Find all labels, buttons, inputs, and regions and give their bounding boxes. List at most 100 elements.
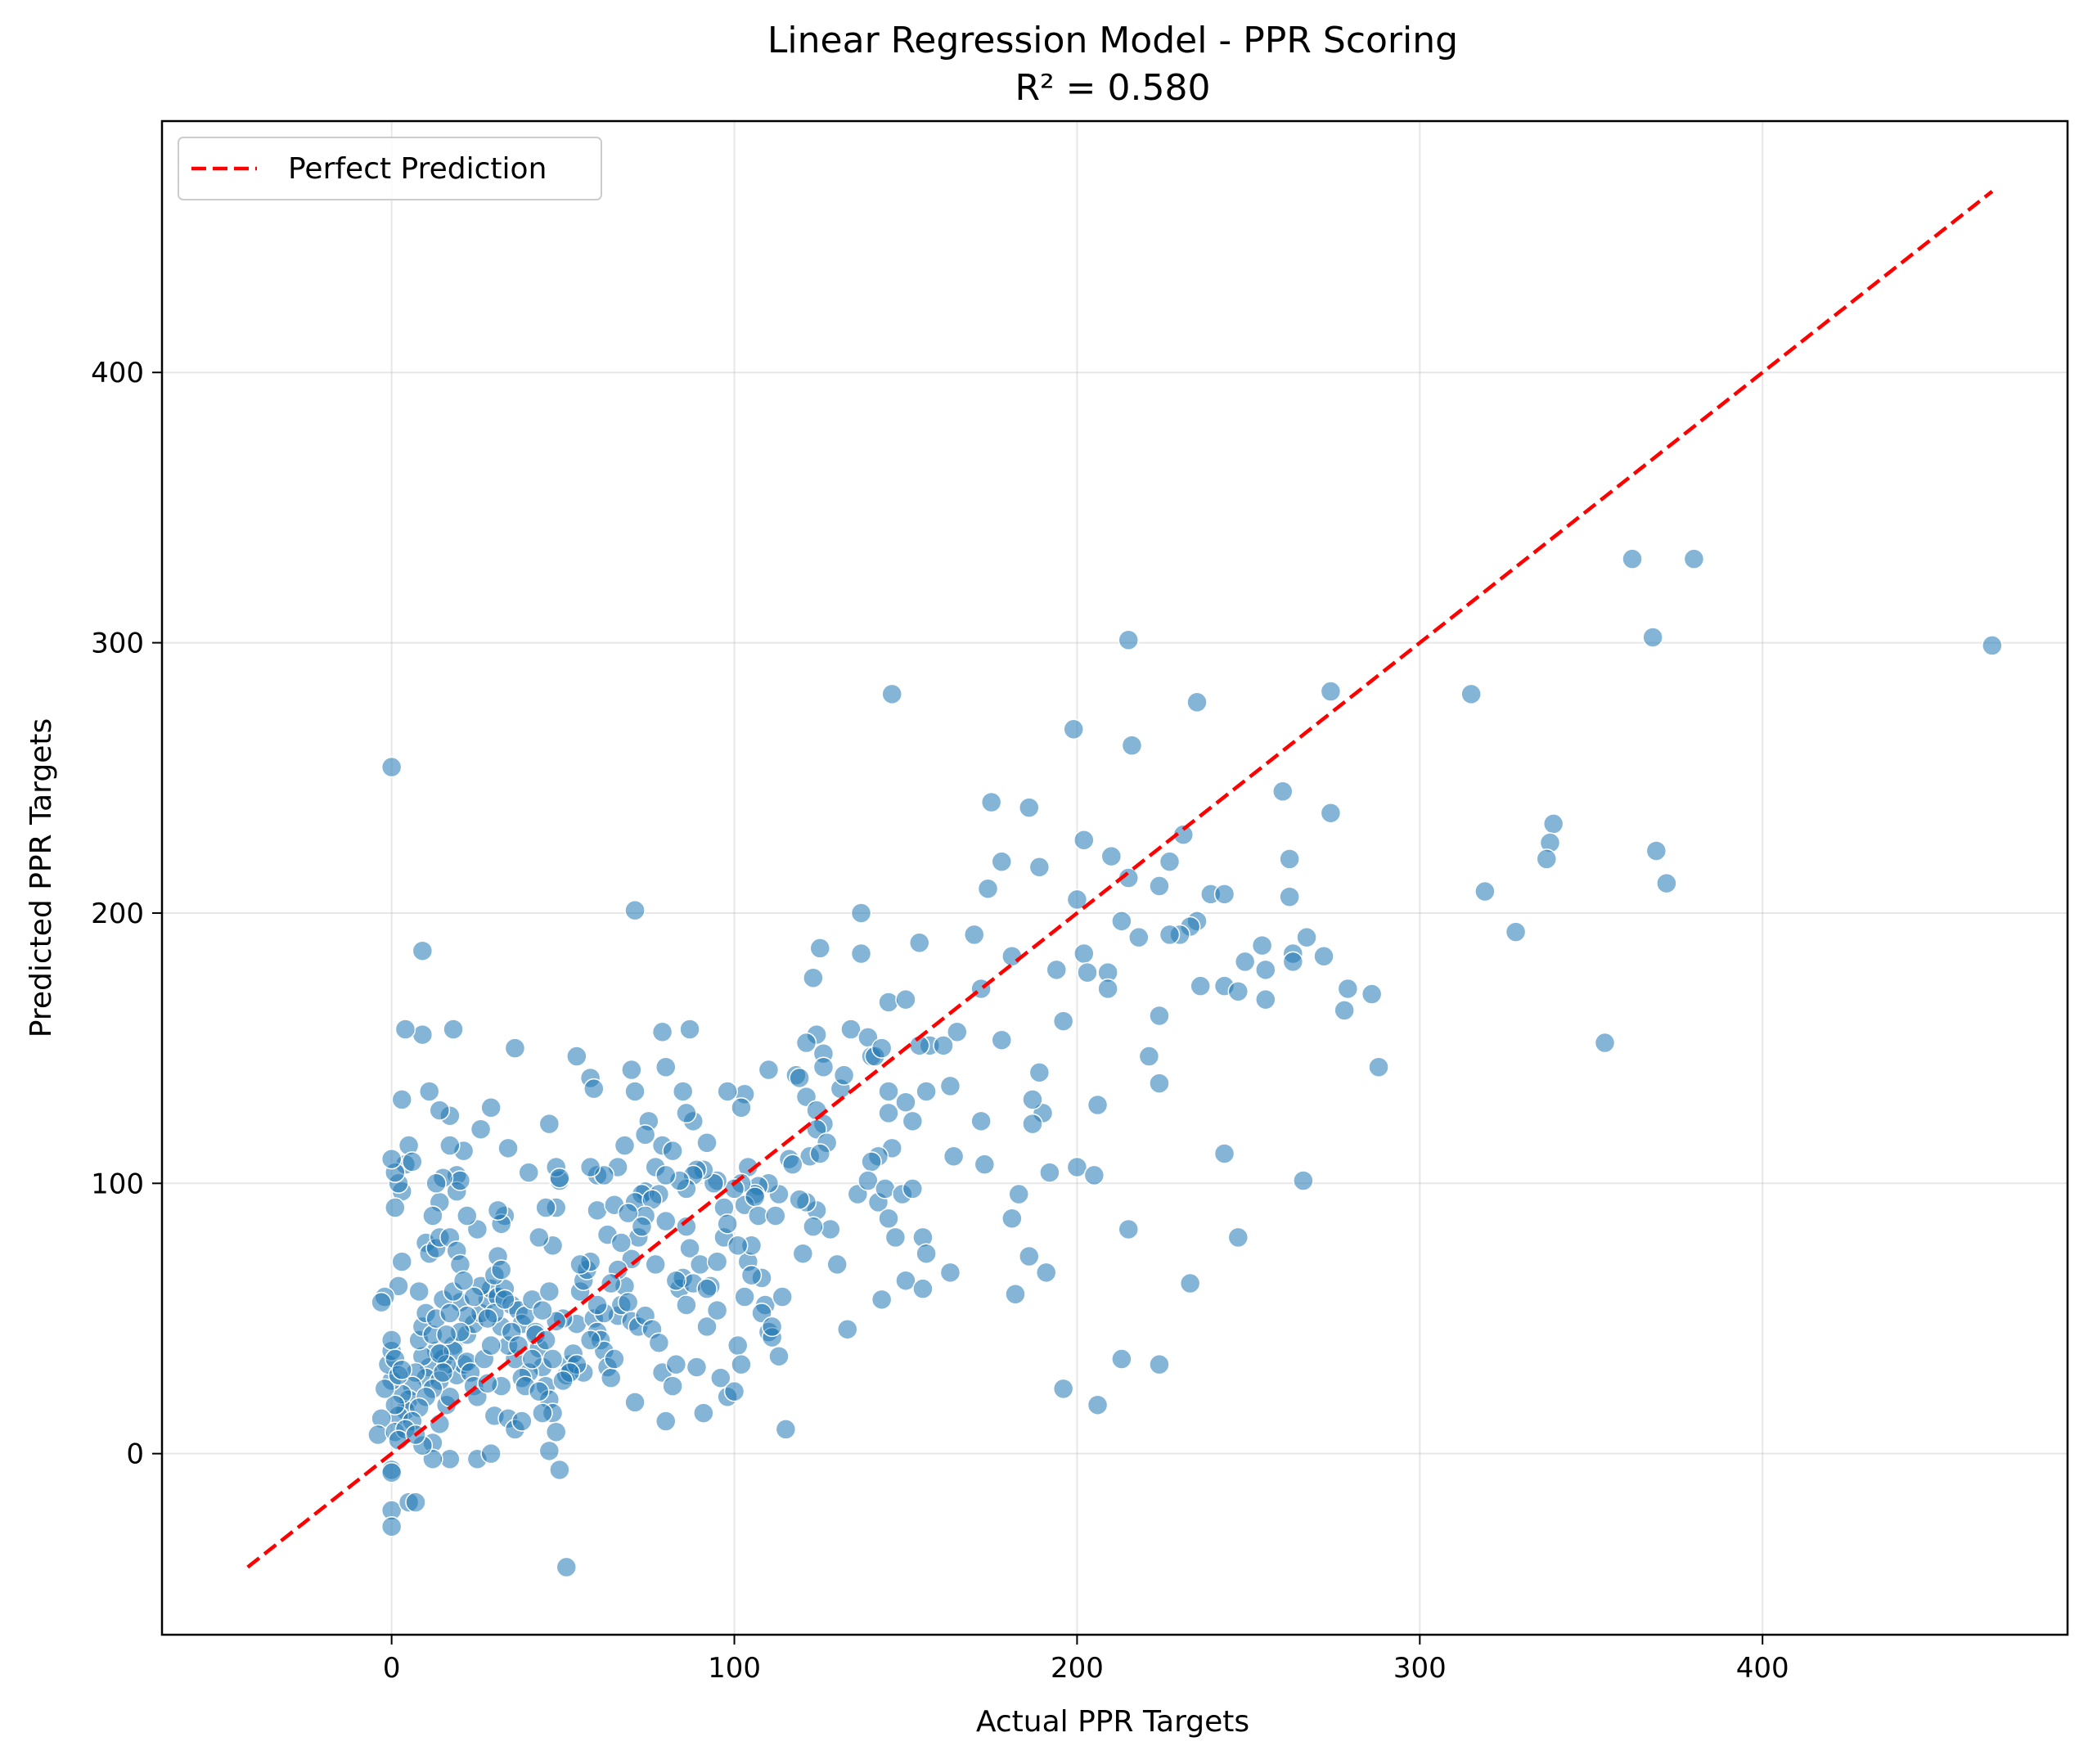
- data-point-359: [775, 1419, 797, 1440]
- data-point-454: [552, 1370, 574, 1392]
- data-point-371: [662, 1140, 683, 1162]
- data-point-465: [655, 1210, 677, 1232]
- plot-frame: [160, 119, 2069, 1636]
- data-point-184: [614, 1135, 636, 1156]
- data-point-337: [689, 1253, 711, 1276]
- data-point-171: [672, 1081, 694, 1102]
- data-point-56: [1368, 1056, 1389, 1078]
- data-point-435: [452, 1270, 475, 1291]
- data-point-442: [480, 1334, 502, 1357]
- x-tick-label-200: 200: [1051, 1652, 1104, 1685]
- data-point-348: [734, 1286, 755, 1307]
- data-point-26: [1505, 921, 1527, 943]
- data-point-329: [655, 1411, 677, 1432]
- data-point-461: [610, 1232, 632, 1253]
- data-point-157: [789, 1189, 810, 1210]
- data-point-54: [1334, 1000, 1355, 1021]
- data-point-271: [380, 1462, 403, 1483]
- data-point-342: [710, 1367, 731, 1388]
- data-point-67: [1097, 978, 1118, 1000]
- data-point-192: [549, 1167, 570, 1189]
- data-point-141: [878, 1208, 899, 1229]
- data-point-152: [837, 1318, 858, 1340]
- data-point-478: [792, 1243, 814, 1264]
- data-point-7: [1683, 548, 1705, 569]
- data-point-463: [631, 1216, 653, 1237]
- data-point-97: [947, 1021, 968, 1043]
- data-point-84: [1008, 1183, 1029, 1205]
- data-point-424: [408, 1280, 430, 1303]
- data-point-32: [1111, 911, 1132, 932]
- data-point-372: [655, 1164, 677, 1186]
- data-point-124: [833, 1064, 855, 1086]
- x-axis-ticks: 0 100 200 300 400: [383, 1635, 1789, 1685]
- data-point-230: [391, 1089, 412, 1110]
- data-point-189: [566, 1046, 587, 1067]
- data-point-146: [912, 1278, 934, 1299]
- data-point-85: [1001, 1208, 1023, 1229]
- data-point-134: [861, 1151, 882, 1172]
- data-point-18: [1279, 848, 1300, 870]
- data-point-4: [1320, 681, 1342, 702]
- data-point-122: [809, 1143, 831, 1164]
- data-point-263: [371, 1291, 392, 1313]
- data-point-103: [895, 1091, 916, 1113]
- data-point-42: [1234, 951, 1256, 973]
- data-point-231: [385, 1197, 406, 1218]
- data-point-462: [617, 1202, 639, 1224]
- data-point-358: [768, 1345, 790, 1367]
- y-tick-label-400: 400: [91, 357, 144, 389]
- data-point-2: [1118, 629, 1140, 651]
- data-point-76: [1028, 1062, 1051, 1083]
- data-point-86: [1019, 1245, 1040, 1267]
- data-point-63: [1087, 1094, 1109, 1116]
- data-point-172: [679, 1019, 700, 1040]
- data-point-382: [579, 1330, 601, 1351]
- data-point-341: [706, 1251, 728, 1272]
- data-point-51: [1227, 981, 1249, 1002]
- data-point-361: [758, 1059, 780, 1081]
- data-point-452: [535, 1330, 556, 1351]
- chart-subtitle: R² = 0.580: [1015, 67, 1210, 109]
- data-point-429: [429, 1343, 451, 1365]
- data-point-39: [1313, 946, 1334, 967]
- data-point-327: [648, 1332, 670, 1353]
- data-point-3: [1186, 691, 1208, 713]
- data-point-109: [803, 967, 824, 988]
- y-axis-ticks: 0 100 200 300 400: [91, 357, 162, 1471]
- data-point-19: [1320, 802, 1342, 824]
- data-point-91: [1111, 1348, 1132, 1370]
- data-point-147: [943, 1145, 965, 1168]
- data-point-464: [645, 1253, 666, 1276]
- x-axis-label: Actual PPR Targets: [976, 1705, 1249, 1739]
- data-point-62: [1118, 1218, 1140, 1240]
- data-point-199: [504, 1037, 526, 1059]
- data-point-419: [480, 1442, 502, 1465]
- data-point-302: [556, 1556, 578, 1578]
- data-point-275: [405, 1492, 426, 1513]
- data-point-107: [850, 943, 872, 965]
- data-point-69: [977, 878, 999, 899]
- data-point-200: [497, 1137, 519, 1159]
- data-point-81: [1039, 1162, 1060, 1183]
- data-point-129: [871, 1037, 893, 1059]
- data-point-473: [740, 1264, 763, 1286]
- data-point-450: [521, 1348, 543, 1370]
- data-point-301: [549, 1459, 570, 1481]
- data-point-23: [1645, 840, 1667, 862]
- data-point-154: [820, 1218, 841, 1240]
- data-point-399: [463, 1286, 484, 1307]
- data-point-105: [895, 988, 916, 1010]
- data-point-273: [380, 1516, 403, 1537]
- data-point-197: [538, 1113, 560, 1135]
- data-point-194: [535, 1197, 556, 1218]
- data-point-27: [624, 899, 646, 921]
- data-point-198: [518, 1162, 539, 1183]
- data-point-211: [449, 1170, 471, 1191]
- data-point-451: [529, 1380, 550, 1402]
- data-point-20: [1542, 813, 1564, 835]
- data-point-130: [878, 1081, 899, 1102]
- data-point-345: [723, 1380, 745, 1402]
- data-point-82: [1066, 1156, 1088, 1178]
- data-point-331: [665, 1353, 687, 1375]
